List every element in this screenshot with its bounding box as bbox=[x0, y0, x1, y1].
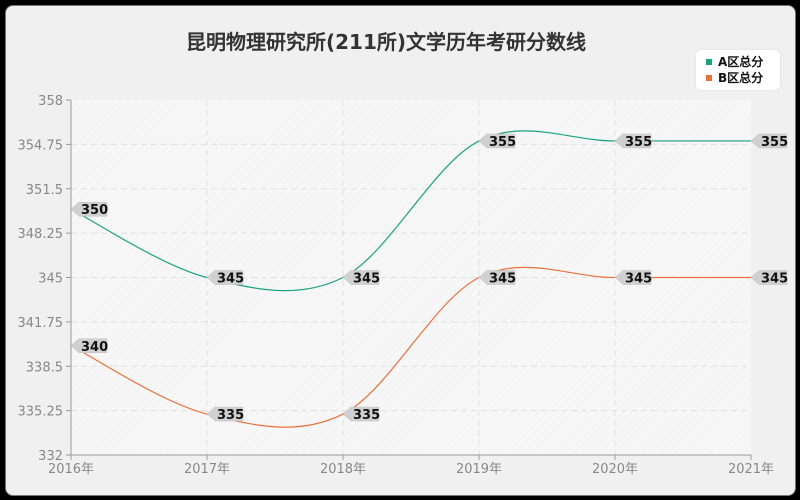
svg-text:340: 340 bbox=[81, 340, 108, 355]
data-label: 345 bbox=[614, 270, 652, 287]
legend-label-b: B区总分 bbox=[718, 71, 764, 85]
data-label: 355 bbox=[750, 133, 788, 150]
x-tick-label: 2020年 bbox=[592, 462, 638, 477]
chart-title: 昆明物理研究所(211所)文学历年考研分数线 bbox=[185, 30, 587, 54]
x-tick-label: 2018年 bbox=[320, 462, 366, 477]
y-tick-label: 345 bbox=[38, 272, 63, 287]
x-tick-label: 2019年 bbox=[456, 462, 502, 477]
x-tick-label: 2021年 bbox=[728, 462, 774, 477]
svg-text:355: 355 bbox=[625, 135, 652, 150]
y-tick-label: 341.75 bbox=[18, 316, 64, 331]
svg-text:355: 355 bbox=[761, 135, 788, 150]
svg-text:345: 345 bbox=[761, 272, 788, 287]
svg-text:345: 345 bbox=[489, 272, 516, 287]
svg-text:345: 345 bbox=[625, 272, 652, 287]
svg-text:350: 350 bbox=[81, 203, 108, 218]
data-label: 345 bbox=[750, 270, 788, 287]
x-tick-label: 2017年 bbox=[184, 462, 230, 477]
y-tick-label: 351.5 bbox=[26, 183, 63, 198]
y-tick-label: 358 bbox=[38, 94, 63, 109]
y-tick-label: 338.5 bbox=[26, 360, 63, 375]
svg-text:345: 345 bbox=[217, 272, 244, 287]
y-tick-label: 348.25 bbox=[18, 227, 64, 242]
y-tick-label: 354.75 bbox=[18, 138, 64, 153]
x-tick-label: 2016年 bbox=[48, 462, 94, 477]
data-label: 355 bbox=[478, 133, 516, 150]
legend-item-a[interactable]: A区总分 bbox=[706, 54, 763, 70]
data-label: 340 bbox=[70, 338, 108, 355]
legend-swatch-a-icon bbox=[706, 58, 712, 65]
svg-text:335: 335 bbox=[353, 408, 380, 423]
data-label: 335 bbox=[342, 406, 380, 423]
y-tick-label: 335.25 bbox=[18, 405, 64, 420]
data-label: 350 bbox=[70, 201, 108, 218]
data-label: 335 bbox=[206, 406, 244, 423]
legend: A区总分 B区总分 bbox=[696, 50, 780, 90]
data-label: 355 bbox=[614, 133, 652, 150]
y-tick-label: 332 bbox=[38, 449, 63, 464]
legend-label-a: A区总分 bbox=[718, 55, 764, 69]
legend-item-b[interactable]: B区总分 bbox=[706, 70, 763, 86]
data-label: 345 bbox=[478, 270, 516, 287]
legend-swatch-b-icon bbox=[706, 74, 712, 81]
svg-text:345: 345 bbox=[353, 272, 380, 287]
svg-text:335: 335 bbox=[217, 408, 244, 423]
data-label: 345 bbox=[342, 270, 380, 287]
svg-text:355: 355 bbox=[489, 135, 516, 150]
data-label: 345 bbox=[206, 270, 244, 287]
